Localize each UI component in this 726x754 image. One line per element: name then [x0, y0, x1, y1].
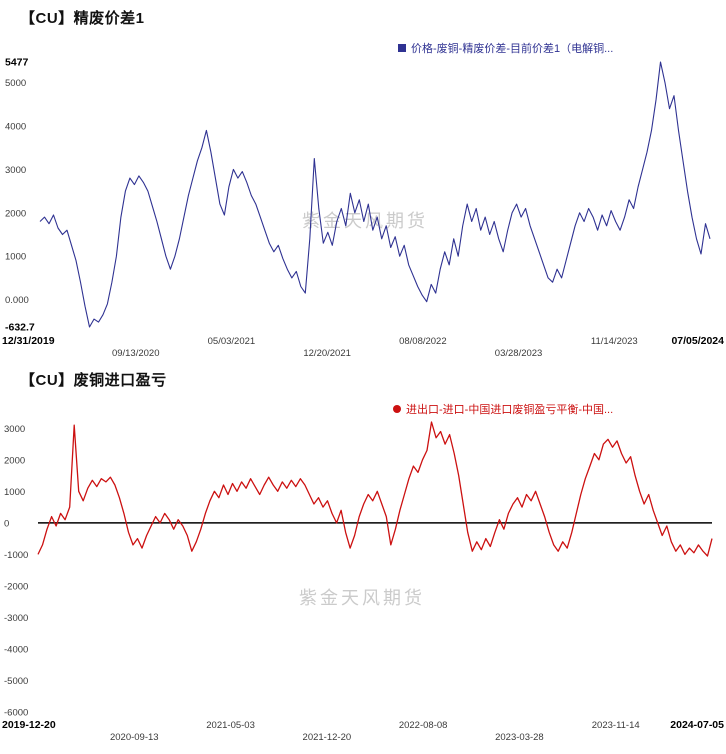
y-axis-tick-label: -3000	[4, 613, 28, 624]
x-axis-tick-label: 09/13/2020	[112, 348, 160, 359]
y-axis-tick-label: 4000	[5, 122, 26, 133]
top-legend-label: 价格-废铜-精废价差-目前价差1（电解铜...	[411, 43, 614, 55]
y-axis-tick-label: 0	[4, 518, 9, 529]
x-axis-tick-label: 2024-07-05	[670, 719, 724, 731]
y-axis-tick-label: 2000	[4, 455, 25, 466]
y-axis-tick-label: -632.7	[5, 322, 35, 334]
watermark-text: 紫金天风期货	[299, 588, 425, 608]
legend-square-marker	[398, 44, 406, 52]
y-axis-tick-label: -6000	[4, 708, 28, 719]
series-line	[37, 421, 713, 557]
x-axis-tick-label: 07/05/2024	[671, 335, 724, 347]
y-axis-tick-label: -1000	[4, 550, 28, 561]
top-chart-title: 【CU】精废价差1	[20, 10, 145, 27]
x-axis-tick-label: 2020-09-13	[110, 732, 159, 743]
x-axis-tick-label: 12/20/2021	[303, 348, 351, 359]
x-axis-tick-label: 2022-08-08	[399, 720, 448, 731]
legend-circle-marker	[393, 405, 401, 413]
bottom-chart-title: 【CU】废铜进口盈亏	[20, 372, 167, 389]
x-axis-tick-label: 2019-12-20	[2, 719, 56, 731]
bottom-chart-legend[interactable]: 进出口-进口-中国进口废铜盈亏平衡-中国...	[393, 401, 613, 417]
y-axis-tick-label: -5000	[4, 676, 28, 687]
x-axis-tick-label: 2023-11-14	[592, 720, 640, 731]
x-axis-tick-label: 08/08/2022	[399, 336, 447, 347]
bottom-legend-label: 进出口-进口-中国进口废铜盈亏平衡-中国...	[406, 404, 614, 416]
x-axis-tick-label: 11/14/2023	[591, 336, 638, 347]
top-chart-legend[interactable]: 价格-废铜-精废价差-目前价差1（电解铜...	[398, 40, 613, 56]
y-axis-tick-label: -2000	[4, 581, 28, 592]
x-axis-tick-label: 05/03/2021	[208, 336, 256, 347]
y-axis-tick-label: 5477	[5, 57, 29, 69]
x-axis-tick-label: 2021-12-20	[303, 732, 352, 743]
y-axis-tick-label: 5000	[5, 78, 26, 89]
y-axis-tick-label: 1000	[4, 487, 25, 498]
x-axis-tick-label: 03/28/2023	[495, 348, 543, 359]
top-chart-plot: 紫金天风期货5477500040003000200010000.000-632.…	[2, 57, 724, 360]
x-axis-tick-label: 2021-05-03	[206, 720, 255, 731]
series-line	[39, 61, 711, 328]
y-axis-tick-label: 2000	[5, 208, 26, 219]
x-axis-tick-label: 2023-03-28	[495, 732, 544, 743]
x-axis-tick-label: 12/31/2019	[2, 335, 55, 347]
y-axis-tick-label: 0.000	[5, 295, 29, 306]
y-axis-tick-label: 3000	[5, 165, 26, 176]
y-axis-tick-label: -4000	[4, 644, 28, 655]
y-axis-tick-label: 1000	[5, 252, 26, 263]
bottom-chart-plot: 紫金天风期货 3000 2000 1000 0 -1000 -2000 -3000 -4000 -…	[2, 421, 724, 743]
y-axis-tick-label: 3000	[4, 424, 25, 435]
